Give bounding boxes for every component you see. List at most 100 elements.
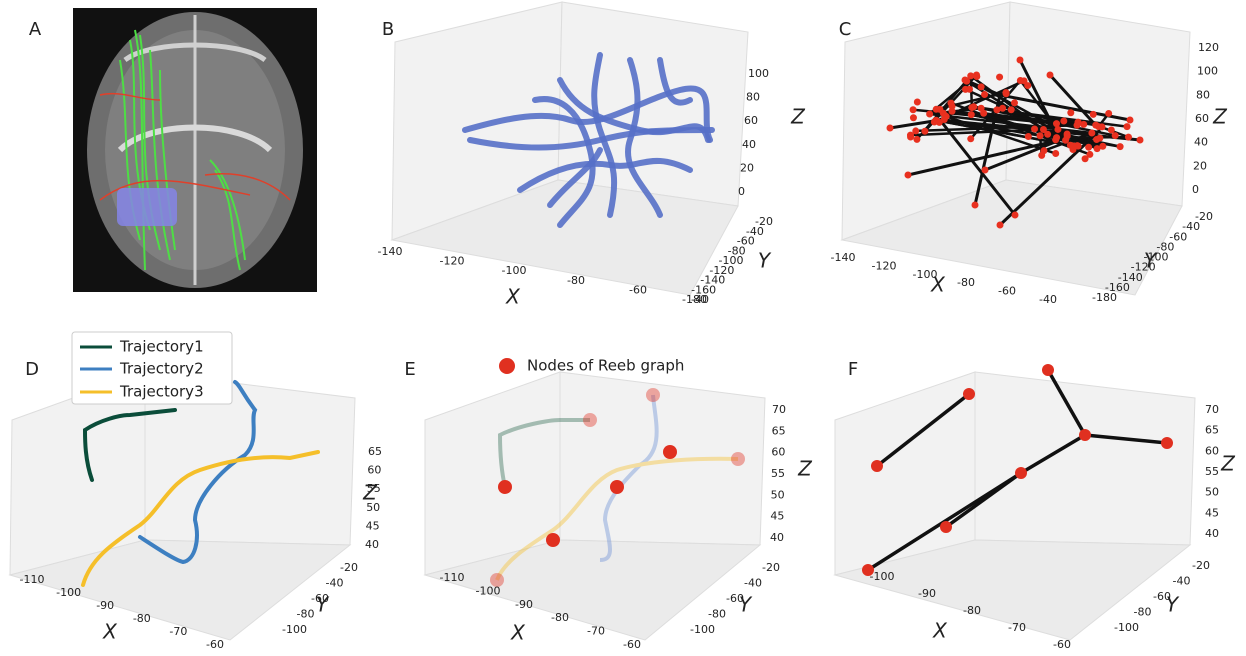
z-axis-label: Z bbox=[1212, 105, 1228, 129]
y-axis-label: Y bbox=[758, 249, 772, 273]
legend-label: Trajectory2 bbox=[119, 360, 204, 378]
edge bbox=[984, 138, 1061, 172]
y-tick-label: -20 bbox=[1192, 559, 1210, 572]
x-tick-label: -80 bbox=[963, 604, 981, 617]
y-tick-label: -100 bbox=[719, 254, 744, 267]
node bbox=[971, 201, 979, 209]
node bbox=[1098, 123, 1106, 131]
x-tick-label: -40 bbox=[1039, 293, 1057, 306]
node bbox=[932, 105, 940, 113]
legend-label: Trajectory1 bbox=[119, 338, 204, 356]
legend-box bbox=[71, 331, 233, 405]
node bbox=[1036, 132, 1044, 140]
x-tick-label: -60 bbox=[206, 638, 224, 651]
edge bbox=[929, 112, 1093, 135]
node bbox=[930, 118, 938, 126]
node bbox=[1096, 134, 1104, 142]
node bbox=[1093, 145, 1101, 153]
y-tick-label: -180 bbox=[1092, 291, 1117, 304]
y-tick-label: -80 bbox=[1156, 240, 1174, 253]
panel-label: E bbox=[404, 359, 415, 380]
node bbox=[1086, 150, 1094, 158]
z-tick-label: 65 bbox=[1205, 424, 1219, 437]
y-tick-label: -60 bbox=[737, 235, 755, 248]
y-tick-label: -160 bbox=[691, 283, 716, 296]
x-axis-label: X bbox=[102, 620, 118, 644]
reeb-graph-nodes bbox=[862, 364, 1173, 576]
z-tick-label: 20 bbox=[1193, 159, 1207, 172]
node bbox=[939, 109, 947, 117]
edge bbox=[938, 119, 1017, 216]
panel-label: F bbox=[848, 359, 858, 380]
z-tick-label: 55 bbox=[1205, 465, 1219, 478]
node bbox=[1052, 150, 1060, 158]
trajectories bbox=[81, 380, 320, 587]
panel-label: B bbox=[382, 19, 394, 40]
node bbox=[967, 72, 975, 80]
node bbox=[1085, 143, 1093, 151]
z-tick-label: 70 bbox=[772, 403, 786, 416]
x-tick-label: -90 bbox=[918, 587, 936, 600]
axes-3d bbox=[833, 371, 1196, 641]
z-tick-label: 70 bbox=[1205, 403, 1219, 416]
node bbox=[1024, 132, 1032, 140]
z-tick-label: 0 bbox=[738, 185, 745, 198]
node bbox=[1088, 129, 1096, 137]
x-tick-label: -100 bbox=[870, 570, 895, 583]
edge bbox=[935, 119, 1071, 147]
node bbox=[1053, 120, 1061, 128]
node bbox=[913, 135, 921, 143]
z-axis-label: Z bbox=[362, 481, 378, 505]
z-tick-label: 60 bbox=[771, 446, 785, 459]
y-tick-label: -120 bbox=[709, 264, 734, 277]
node bbox=[1016, 56, 1024, 64]
x-tick-label: -100 bbox=[502, 264, 527, 277]
y-tick-label: -40 bbox=[326, 577, 344, 590]
node bbox=[1040, 147, 1048, 155]
node bbox=[993, 106, 1001, 114]
graph-edges bbox=[886, 56, 1144, 229]
node bbox=[1010, 99, 1018, 107]
legend-label: Trajectory3 bbox=[119, 383, 204, 401]
axes-3d bbox=[8, 371, 356, 641]
x-axis-label: X bbox=[505, 285, 521, 309]
x-tick-label: -120 bbox=[872, 259, 897, 272]
node bbox=[1062, 136, 1070, 144]
x-tick-label: -60 bbox=[629, 283, 647, 296]
y-tick-label: -60 bbox=[1153, 590, 1171, 603]
node bbox=[1089, 110, 1097, 118]
edge bbox=[998, 128, 1102, 227]
node bbox=[1107, 126, 1115, 134]
node bbox=[912, 127, 920, 135]
node bbox=[977, 83, 985, 91]
panel-label: D bbox=[25, 359, 39, 380]
x-tick-label: -60 bbox=[998, 285, 1016, 298]
node bbox=[921, 127, 929, 135]
y-tick-label: -40 bbox=[1173, 575, 1191, 588]
y-tick-label: -20 bbox=[340, 561, 358, 574]
node bbox=[970, 103, 978, 111]
y-tick-label: -80 bbox=[297, 608, 315, 621]
z-tick-label: 40 bbox=[365, 538, 379, 551]
node bbox=[1105, 109, 1113, 117]
y-tick-label: -80 bbox=[728, 244, 746, 257]
node bbox=[1024, 82, 1032, 90]
z-tick-label: 45 bbox=[770, 510, 784, 523]
node bbox=[996, 73, 1004, 81]
x-tick-label: -70 bbox=[169, 625, 187, 638]
node bbox=[1054, 125, 1062, 133]
y-tick-label: -140 bbox=[1118, 271, 1143, 284]
node bbox=[1092, 121, 1100, 129]
node bbox=[1053, 134, 1061, 142]
y-axis-label: Y bbox=[1166, 593, 1180, 617]
node bbox=[967, 135, 975, 143]
y-tick-label: -100 bbox=[1114, 621, 1139, 634]
node bbox=[1031, 125, 1039, 133]
x-tick-label: -90 bbox=[515, 598, 533, 611]
reeb-nodes bbox=[490, 358, 745, 587]
node bbox=[977, 104, 985, 112]
y-tick-label: -20 bbox=[1195, 210, 1213, 223]
x-tick-label: -80 bbox=[567, 274, 585, 287]
z-tick-label: 60 bbox=[367, 464, 381, 477]
y-axis-label: Y bbox=[316, 593, 330, 617]
